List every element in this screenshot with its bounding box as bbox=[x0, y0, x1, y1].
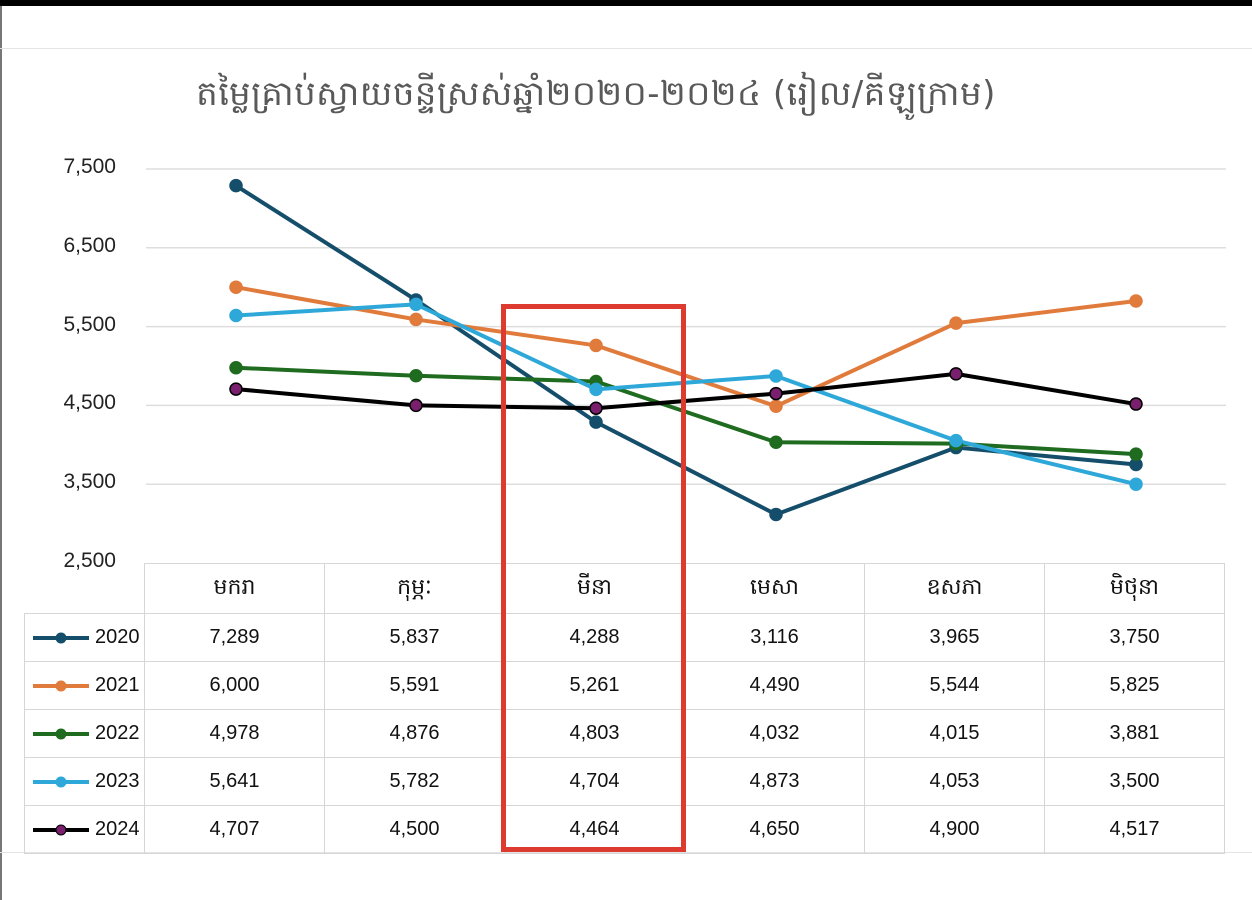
table-value-cell: 4,900 bbox=[864, 805, 1045, 854]
table-value-cell: 3,116 bbox=[684, 613, 865, 662]
data-point-2023 bbox=[949, 433, 963, 448]
table-value-cell: 4,464 bbox=[504, 805, 685, 854]
data-point-2020 bbox=[769, 507, 783, 522]
data-point-2023 bbox=[1129, 477, 1143, 491]
table-value-cell: 7,289 bbox=[144, 613, 325, 662]
y-tick-label: 4,500 bbox=[63, 391, 116, 415]
data-point-2021 bbox=[409, 312, 423, 327]
table-value-cell: 3,750 bbox=[1044, 613, 1225, 662]
table-value-cell: 3,881 bbox=[1044, 709, 1225, 758]
table-value-cell: 6,000 bbox=[144, 661, 325, 710]
data-point-2024 bbox=[409, 398, 423, 413]
legend-key: 2024 bbox=[24, 805, 145, 854]
legend-marker-icon bbox=[33, 632, 89, 643]
legend-marker-icon bbox=[33, 680, 89, 691]
table-header-cell: កុម្ភៈ bbox=[324, 563, 505, 614]
legend-marker-icon bbox=[33, 776, 89, 787]
series-lines bbox=[234, 183, 1137, 517]
legend-label: 2023 bbox=[95, 770, 140, 792]
data-point-2022 bbox=[409, 369, 423, 383]
data-point-2024 bbox=[229, 382, 243, 396]
table-value-cell: 5,591 bbox=[324, 661, 505, 710]
data-point-2021 bbox=[949, 316, 963, 330]
data-point-2021 bbox=[229, 280, 243, 294]
legend-label: 2024 bbox=[95, 818, 140, 840]
series-line-2022 bbox=[235, 365, 1137, 457]
legend-label: 2021 bbox=[95, 674, 140, 696]
table-value-cell: 5,782 bbox=[324, 757, 505, 806]
legend-marker-icon bbox=[33, 824, 89, 835]
highlight-box bbox=[501, 304, 686, 852]
table-header-cell: មេសា bbox=[684, 563, 865, 614]
table-header-cell: មិថុនា bbox=[1044, 563, 1225, 614]
table-value-cell: 3,965 bbox=[864, 613, 1045, 662]
series-line-2024 bbox=[235, 371, 1137, 411]
table-value-cell: 4,517 bbox=[1044, 805, 1225, 854]
table-header-cell: ឧសភា bbox=[864, 563, 1045, 614]
table-value-cell: 4,053 bbox=[864, 757, 1045, 806]
table-value-cell: 4,876 bbox=[324, 709, 505, 758]
data-point-2023 bbox=[589, 382, 603, 397]
table-value-cell: 5,837 bbox=[324, 613, 505, 662]
data-point-2023 bbox=[229, 308, 243, 323]
table-value-cell: 4,873 bbox=[684, 757, 865, 806]
table-header-cell: មករា bbox=[144, 563, 325, 614]
table-row: 2020 7,289 5,837 4,288 3,116 3,965 3,750 bbox=[24, 613, 1225, 662]
table-value-cell: 4,978 bbox=[144, 709, 325, 758]
data-point-2022 bbox=[769, 435, 783, 450]
data-point-2020 bbox=[229, 178, 243, 193]
table-corner bbox=[24, 563, 145, 614]
y-tick-label: 5,500 bbox=[63, 312, 116, 336]
series-line-2020 bbox=[234, 183, 1137, 517]
data-point-2024 bbox=[949, 367, 963, 381]
legend-marker-icon bbox=[33, 728, 89, 739]
legend-key: 2021 bbox=[24, 661, 145, 710]
legend-key: 2020 bbox=[24, 613, 145, 662]
table-value-cell: 3,500 bbox=[1044, 757, 1225, 806]
legend-key: 2022 bbox=[24, 709, 145, 758]
table-row: 2021 6,000 5,591 5,261 4,490 5,544 5,825 bbox=[24, 661, 1225, 710]
series-markers bbox=[229, 178, 1143, 522]
data-point-2024 bbox=[589, 401, 603, 415]
chart-title: តម្លៃគ្រាប់ស្វាយចន្ទីស្រស់ឆ្នាំ២០២០-២០២៤… bbox=[196, 74, 996, 114]
y-tick-label: 7,500 bbox=[63, 155, 116, 178]
data-point-2020 bbox=[589, 415, 603, 429]
top-divider bbox=[0, 48, 1252, 49]
legend-label: 2020 bbox=[95, 626, 140, 648]
table-value-cell: 4,707 bbox=[144, 805, 325, 854]
table-value-cell: 4,015 bbox=[864, 709, 1045, 758]
y-tick-label: 3,500 bbox=[63, 470, 116, 494]
legend-label: 2022 bbox=[95, 722, 140, 744]
data-point-2024 bbox=[769, 386, 783, 401]
table-header-cell: មីនា bbox=[504, 563, 685, 614]
table-value-cell: 4,500 bbox=[324, 805, 505, 854]
table-value-cell: 5,641 bbox=[144, 757, 325, 806]
data-point-2021 bbox=[1129, 294, 1143, 308]
table-value-cell: 5,825 bbox=[1044, 661, 1225, 710]
table-value-cell: 4,490 bbox=[684, 661, 865, 710]
data-point-2021 bbox=[589, 338, 603, 353]
series-line-2023 bbox=[235, 302, 1137, 487]
data-point-2023 bbox=[769, 369, 783, 383]
data-point-2022 bbox=[1129, 447, 1143, 461]
legend-key: 2023 bbox=[24, 757, 145, 806]
table-value-cell: 5,261 bbox=[504, 661, 685, 710]
table-value-cell: 5,544 bbox=[864, 661, 1045, 710]
series-line-2021 bbox=[235, 285, 1137, 409]
data-point-2021 bbox=[769, 399, 783, 413]
data-point-2024 bbox=[1129, 397, 1143, 411]
table-value-cell: 4,650 bbox=[684, 805, 865, 854]
data-point-2023 bbox=[409, 297, 423, 312]
y-tick-label: 6,500 bbox=[63, 233, 116, 257]
gridlines bbox=[146, 168, 1226, 485]
table-value-cell: 4,032 bbox=[684, 709, 865, 758]
table-row: 2024 4,707 4,500 4,464 4,650 4,900 4,517 bbox=[24, 805, 1225, 854]
data-point-2022 bbox=[229, 360, 243, 375]
